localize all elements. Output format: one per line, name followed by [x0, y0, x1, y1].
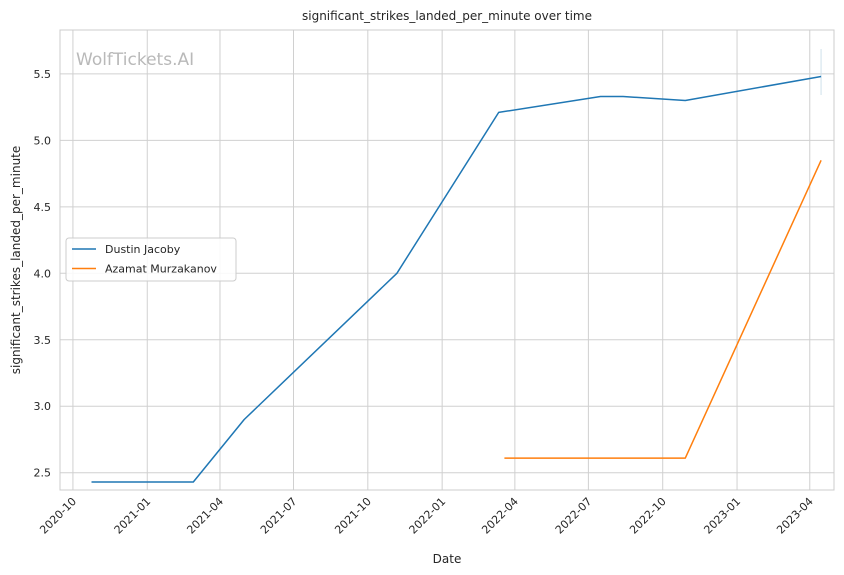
legend-label: Azamat Murzakanov	[105, 263, 217, 276]
x-tick-labels: 2020-10 2021-01 2021-04 2021-07 2021-10 2022-…	[37, 495, 816, 537]
legend-label: Dustin Jacoby	[105, 243, 181, 256]
x-tick-label: 2023-01	[701, 495, 743, 537]
series-line	[504, 159, 822, 459]
y-axis-title: significant_strikes_landed_per_minute	[9, 146, 23, 375]
x-tick-label: 2022-07	[553, 495, 595, 537]
y-tick-label: 2.5	[34, 467, 52, 480]
y-tick-label: 4.5	[34, 201, 52, 214]
legend-box	[65, 237, 237, 282]
x-axis-title: Date	[433, 552, 462, 566]
y-tick-label: 4.0	[34, 267, 52, 280]
x-tick-label: 2021-10	[332, 495, 374, 537]
legend: Dustin Jacoby Azamat Murzakanov	[65, 237, 237, 282]
y-tick-label: 3.5	[34, 334, 52, 347]
x-tick-label: 2021-07	[258, 495, 300, 537]
plot-frame	[59, 29, 835, 491]
series-line	[91, 75, 822, 483]
x-tick-label: 2022-01	[407, 495, 449, 537]
x-tick-label: 2020-10	[37, 495, 79, 537]
x-tick-label: 2021-04	[184, 495, 226, 537]
y-tick-label: 5.5	[34, 68, 52, 81]
grid	[60, 30, 834, 490]
watermark: WolfTickets.AI	[76, 50, 194, 70]
y-tick-label: 3.0	[34, 400, 52, 413]
y-tick-label: 5.0	[34, 134, 52, 147]
x-tick-label: 2022-10	[627, 495, 669, 537]
x-tick-label: 2021-01	[112, 495, 154, 537]
y-tick-labels: 2.5 3.0 3.5 4.0 4.5 5.0 5.5	[34, 68, 52, 480]
x-tick-label: 2022-04	[479, 495, 521, 537]
chart-title: significant_strikes_landed_per_minute ov…	[302, 9, 592, 23]
series-lines	[91, 75, 822, 483]
x-tick-label: 2023-04	[774, 495, 816, 537]
